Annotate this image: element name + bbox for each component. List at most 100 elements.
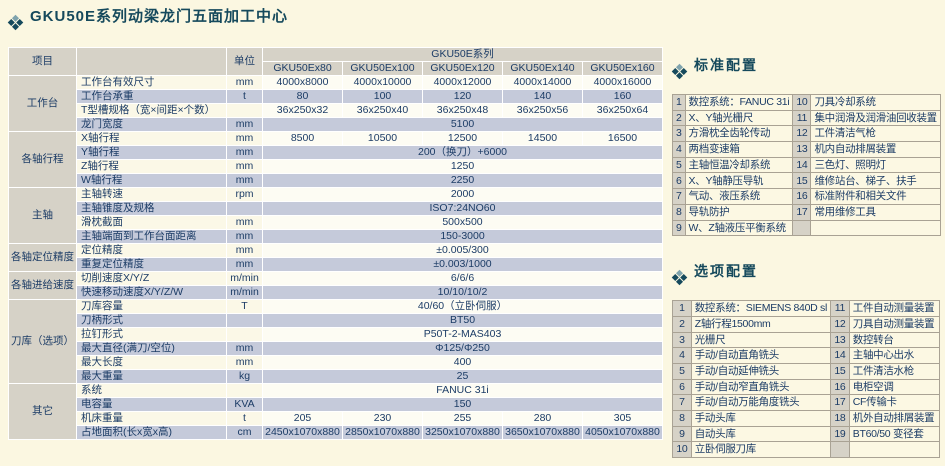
item-text: X、Y轴静压导轨 [684,172,794,190]
table-row: Y轴行程 mm 200（换刀）+6000 [9,145,663,160]
optional-config-table: 1 数控系统：SIEMENS 840D sl 11 工件自动测量装置 2 Z轴行… [672,300,941,459]
item-number: 9 [672,425,692,443]
param-name: 刀库容量 [76,299,227,314]
standard-config-table: 1 数控系统：FANUC 31i 10 刀具冷却系统 2 X、Y轴光栅尺 11 … [672,94,941,237]
value-cell: 2250 [262,173,663,188]
table-row: T型槽规格（宽×间距×个数） 36x250x32 36x250x40 36x25… [9,103,663,118]
param-name: 工作台承重 [76,89,227,104]
item-number: 15 [792,172,812,190]
param-name: 最大长度 [76,355,227,370]
param-name: 快速移动速度X/Y/Z/W [76,285,227,300]
unit-cell: t [226,89,263,104]
value-cell: 4050x1070x880 [582,425,663,440]
unit-cell: mm [226,131,263,146]
spec-table: 项目 单位 GKU50E系列 GKU50Ex80 GKU50Ex100 GKU5… [8,47,663,440]
table-row: Z轴行程 mm 1250 [9,159,663,174]
unit-cell: t [226,411,263,426]
config-row: 7 气动、液压系统 16 标准附件和相关文件 [672,188,941,205]
item-number: 2 [672,315,692,333]
param-name: 系统 [76,383,227,398]
value-cell: 160 [582,89,663,104]
value-cell: Φ125/Φ250 [262,341,663,356]
item-number: 14 [792,156,812,174]
optional-config-title: 选项配置 [671,261,940,286]
standard-config-title: 标准配置 [671,55,940,80]
item-number: 17 [830,394,850,411]
unit-cell: kg [226,369,263,384]
param-name: 龙门宽度 [76,117,227,132]
item-text: 工件自动测量装置 [848,300,941,317]
group-cell: 各轴行程 [8,131,77,188]
table-row: 各轴定位精度 定位精度 mm ±0.005/300 [8,243,663,272]
item-text: X、Y轴光栅尺 [684,109,794,127]
item-number: 4 [672,141,686,158]
param-name: 最大重量 [76,369,227,384]
unit-cell: rpm [226,187,263,202]
config-row: 8 手动头库 18 机外自动排屑装置 [672,410,941,427]
table-row: 占地面积(长x宽x高) cm 2450x1070x880 2850x1070x8… [9,425,663,440]
value-cell: ±0.005/300 [262,243,663,258]
item-text: 工件清洁气枪 [810,125,941,143]
item-number: 10 [672,441,692,459]
item-number: 19 [830,425,850,443]
param-name: Y轴行程 [76,145,227,160]
item-text: 主轴恒温冷却系统 [684,156,794,174]
config-row: 2 X、Y轴光栅尺 11 集中润滑及润滑油回收装置 [672,109,941,127]
value-cell: 2000 [262,187,663,202]
unit-cell: mm [226,145,263,160]
item-text: 手动/自动窄直角铣头 [690,378,832,396]
unit-cell: mm [226,173,263,188]
table-row: 主轴锥度及规格 ISO7:24NO60 [9,201,663,216]
param-name: 工作台有效尺寸 [76,75,227,90]
item-number: 14 [830,347,850,364]
value-cell: 36x250x64 [582,103,663,118]
param-name: 重复定位精度 [76,257,227,272]
item-text: 刀具冷却系统 [810,94,941,111]
item-number: 3 [672,125,686,143]
diamond-icon [7,14,24,31]
item-number: 13 [792,141,812,158]
param-name: 最大直径(满刀/空位) [76,341,227,356]
config-row: 3 方滑枕全齿轮传动 12 工件清洁气枪 [672,125,941,143]
item-number: 10 [792,94,812,111]
value-cell: 3250x1070x880 [422,425,503,440]
item-text: 数控转台 [848,331,941,349]
value-cell: 5100 [262,117,663,132]
item-text: 手动头库 [690,410,832,427]
unit-cell: mm [226,215,263,230]
value-cell: P50T-2-MAS403 [262,327,663,342]
item-text: W、Z轴液压平衡系统 [684,219,794,237]
item-number: 8 [672,410,692,427]
value-cell: 36x250x40 [342,103,423,118]
table-row: 滑枕截面 mm 500x500 [9,215,663,230]
value-cell: 100 [342,89,423,104]
value-cell: 230 [342,411,423,426]
item-text: 手动/自动万能角度铣头 [690,394,832,411]
value-cell: 150 [262,397,663,412]
item-number [830,441,850,459]
col-header-item: 项目 [8,47,77,76]
item-text: 维修站台、梯子、扶手 [810,172,941,190]
value-cell: 10500 [342,131,423,146]
value-cell: 140 [502,89,583,104]
item-number: 18 [830,410,850,427]
table-row: 龙门宽度 mm 5100 [9,117,663,132]
value-cell: 36x250x56 [502,103,583,118]
table-row: 主轴 主轴转速 rpm 2000 [8,187,663,244]
item-number: 8 [672,203,686,221]
value-cell: 80 [262,89,343,104]
param-name: 切削速度X/Y/Z [76,271,227,286]
table-row: 重复定位精度 mm ±0.003/1000 [9,257,663,272]
unit-cell: mm [226,117,263,132]
item-number: 15 [830,362,850,380]
value-cell: 205 [262,411,343,426]
group-cell: 主轴 [8,187,77,244]
item-text: 电柜空调 [848,378,941,396]
param-name: T型槽规格（宽×间距×个数） [76,103,227,118]
value-cell: FANUC 31i [262,383,663,398]
param-name: 定位精度 [76,243,227,258]
group-cell: 刀库（选项） [8,299,77,384]
config-row: 1 数控系统：FANUC 31i 10 刀具冷却系统 [672,94,941,111]
table-row: 拉钉形式 P50T-2-MAS403 [9,327,663,342]
diamond-icon [671,269,688,286]
